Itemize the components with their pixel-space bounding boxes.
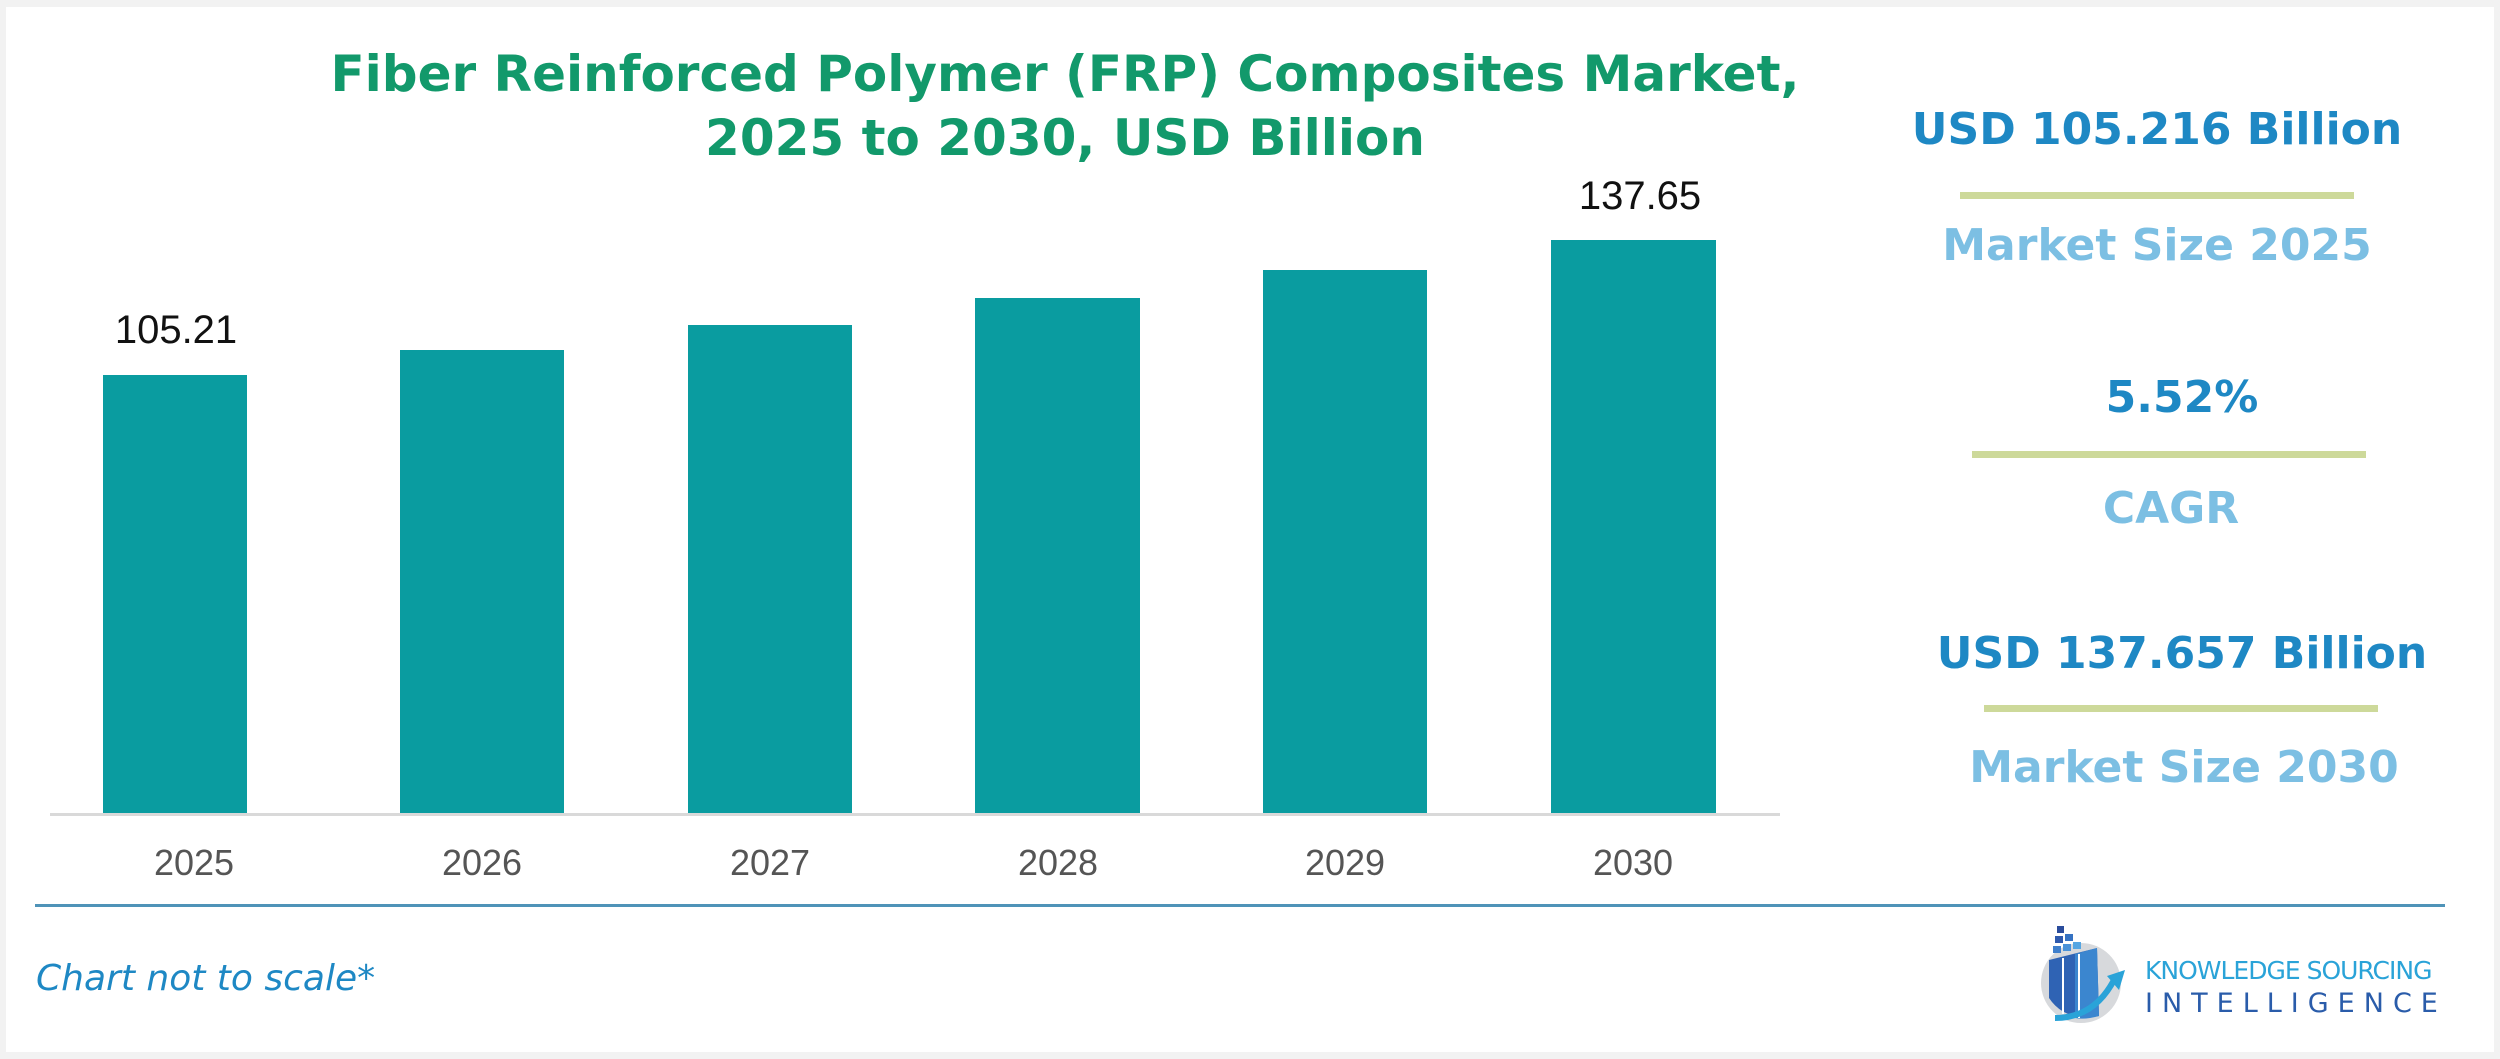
- bar-2028: [975, 298, 1140, 814]
- stat-divider-3: [1984, 705, 2378, 712]
- x-label-2025: 2025: [153, 842, 235, 883]
- stat-divider-2: [1972, 451, 2366, 458]
- bar-2026: [400, 350, 564, 814]
- x-label-2029: 2029: [1304, 842, 1386, 883]
- bar-2025: [103, 375, 247, 814]
- chart-title-line1: Fiber Reinforced Polymer (FRP) Composite…: [330, 45, 1800, 103]
- stat-cagr-label: CAGR: [2102, 483, 2240, 534]
- knowledge-sourcing-logo: KNOWLEDGE SOURCING INTELLIGENCE: [2035, 918, 2455, 1028]
- stat-market-size-2025-value: USD 105.216 Billion: [1911, 104, 2403, 155]
- bar-2029: [1263, 270, 1427, 814]
- logo-emblem-icon: [2041, 926, 2125, 1023]
- stat-market-size-2025-label: Market Size 2025: [1942, 220, 2372, 271]
- logo-text-line2: INTELLIGENCE: [2145, 988, 2447, 1019]
- footer-divider: [35, 904, 2445, 907]
- data-label-2030: 137.65: [1578, 174, 1702, 218]
- x-label-2030: 2030: [1592, 842, 1674, 883]
- stat-cagr-value: 5.52%: [2105, 372, 2259, 423]
- chart-title-line2: 2025 to 2030, USD Billion: [705, 109, 1425, 167]
- x-axis-line: [50, 813, 1780, 816]
- stat-market-size-2030-value: USD 137.657 Billion: [1936, 628, 2428, 679]
- stat-divider-1: [1960, 192, 2354, 199]
- x-label-2028: 2028: [1017, 842, 1099, 883]
- stat-market-size-2030-label: Market Size 2030: [1969, 742, 2399, 793]
- bar-2027: [688, 325, 852, 814]
- bar-2030: [1551, 240, 1716, 814]
- chart-title: Fiber Reinforced Polymer (FRP) Composite…: [240, 42, 1890, 170]
- bar-chart: 105.21 137.65 2025 2026 2027 2028 2029 2…: [50, 174, 1780, 883]
- x-label-2027: 2027: [729, 842, 811, 883]
- logo-text-line1: KNOWLEDGE SOURCING: [2145, 956, 2432, 985]
- chart-not-to-scale-note: Chart not to scale*: [36, 958, 376, 999]
- x-label-2026: 2026: [441, 842, 523, 883]
- data-label-2025: 105.21: [114, 308, 238, 352]
